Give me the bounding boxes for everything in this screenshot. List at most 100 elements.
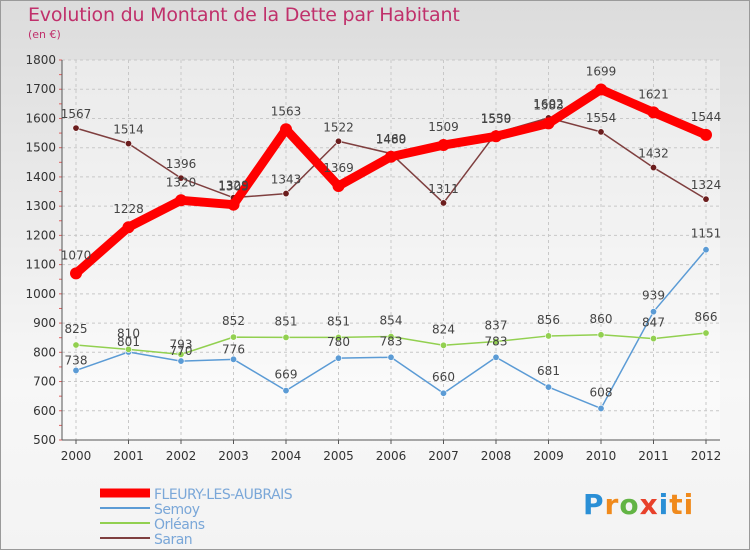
data-label: 1554 (586, 111, 617, 125)
data-point (542, 117, 555, 130)
legend-label: FLEURY-LES-AUBRAIS (154, 487, 293, 503)
data-label: 866 (695, 310, 718, 324)
data-point (334, 354, 342, 362)
data-label: 1432 (638, 147, 669, 161)
data-point (647, 106, 660, 119)
data-label: 1583 (533, 98, 564, 112)
data-label: 793 (170, 337, 193, 351)
data-point (72, 366, 80, 374)
data-label: 1343 (271, 173, 302, 187)
x-tick-label: 2012 (691, 449, 722, 463)
x-tick-label: 2004 (271, 449, 302, 463)
data-point (385, 150, 397, 163)
x-tick-label: 2006 (376, 449, 407, 463)
x-tick-label: 2005 (323, 449, 354, 463)
data-point (702, 329, 710, 337)
data-point (439, 389, 447, 397)
data-point (544, 332, 552, 340)
data-label: 856 (537, 313, 560, 327)
data-label: 1329 (218, 179, 249, 193)
data-point (597, 404, 605, 412)
data-point (125, 140, 133, 148)
y-tick-label: 1700 (25, 82, 56, 96)
y-tick-label: 700 (33, 375, 56, 389)
plot-area (62, 60, 720, 440)
data-point (125, 345, 133, 353)
x-tick-label: 2003 (218, 449, 249, 463)
data-point (700, 128, 712, 141)
data-point (649, 335, 657, 343)
data-label: 825 (65, 322, 88, 336)
y-tick-label: 1000 (25, 287, 56, 301)
y-tick-label: 800 (33, 345, 56, 359)
data-point (282, 387, 290, 395)
x-tick-label: 2010 (586, 449, 617, 463)
x-tick-label: 2008 (481, 449, 512, 463)
data-point (72, 124, 80, 132)
data-point (72, 341, 80, 349)
x-tick-label: 2000 (61, 449, 92, 463)
data-label: 669 (275, 368, 298, 382)
data-point (492, 337, 500, 345)
data-label: 939 (642, 289, 665, 303)
data-label: 660 (432, 370, 455, 384)
data-label: 1509 (428, 120, 459, 134)
data-label: 1396 (166, 157, 197, 171)
data-point (230, 333, 238, 341)
legend-label: Saran (154, 532, 192, 548)
data-point (70, 267, 82, 280)
data-label: 1369 (323, 161, 354, 175)
data-label: 1480 (376, 133, 407, 147)
data-label: 851 (275, 314, 298, 328)
data-label: 860 (590, 312, 613, 326)
data-point (230, 355, 238, 363)
legend-label: Semoy (154, 502, 200, 518)
data-label: 1522 (323, 120, 354, 134)
y-tick-label: 900 (33, 316, 56, 330)
proxiti-logo: Proxiti (583, 488, 695, 521)
data-label: 824 (432, 322, 455, 336)
data-label: 681 (537, 364, 560, 378)
data-label: 1544 (691, 110, 722, 124)
y-tick-label: 1200 (25, 228, 56, 242)
data-label: 837 (485, 318, 508, 332)
data-point (597, 331, 605, 339)
legend-label: Orléans (154, 517, 205, 533)
data-label: 1621 (638, 87, 669, 101)
data-point (649, 164, 657, 172)
data-point (332, 179, 345, 192)
data-label: 783 (380, 334, 403, 348)
y-tick-label: 600 (33, 404, 56, 418)
data-label: 847 (642, 316, 665, 330)
chart-subtitle: (en €) (28, 28, 61, 41)
x-tick-label: 2001 (113, 449, 144, 463)
data-point (490, 130, 502, 143)
chart-title: Evolution du Montant de la Dette par Hab… (28, 4, 460, 26)
y-tick-label: 1800 (25, 53, 56, 67)
data-point (177, 174, 185, 182)
data-point (437, 139, 450, 152)
data-label: 1567 (61, 107, 92, 121)
data-point (439, 341, 447, 349)
x-tick-label: 2009 (533, 449, 564, 463)
data-label: 770 (170, 344, 193, 358)
data-label: 1311 (428, 182, 459, 196)
data-label: 1151 (691, 227, 722, 241)
y-tick-label: 1100 (25, 258, 56, 272)
data-label: 810 (117, 326, 140, 340)
data-label: 1324 (691, 178, 722, 192)
data-label: 801 (117, 335, 140, 349)
data-point (387, 333, 395, 341)
data-label: 780 (327, 335, 350, 349)
data-point (282, 190, 290, 198)
data-label: 1514 (113, 123, 144, 137)
data-label: 1602 (533, 97, 564, 111)
data-point (387, 353, 395, 361)
data-point (175, 194, 187, 207)
data-point (492, 353, 500, 361)
data-label: 1699 (586, 65, 617, 79)
data-label: 1539 (481, 111, 512, 125)
y-tick-label: 1600 (25, 111, 56, 125)
